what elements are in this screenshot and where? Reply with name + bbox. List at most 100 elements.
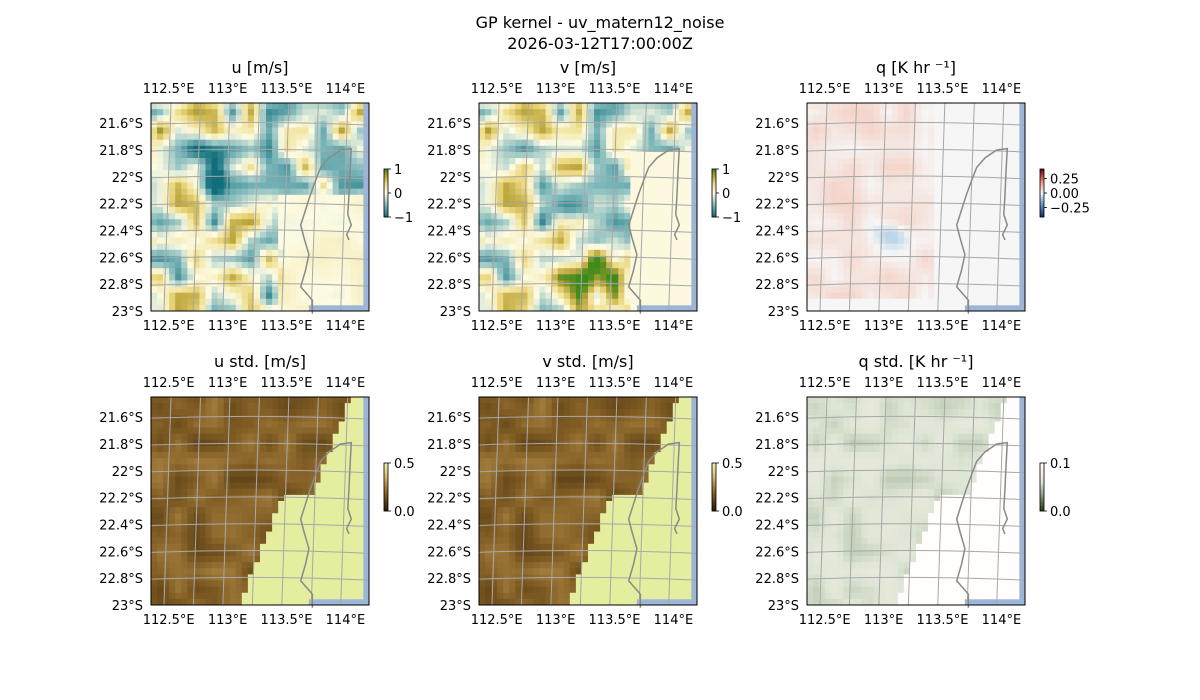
heatmap-cell (326, 403, 334, 410)
heatmap-cell (909, 194, 917, 202)
colorbar-step (712, 211, 716, 214)
heatmap-cell (527, 262, 534, 269)
heatmap-cell (296, 298, 303, 306)
heatmap-cell (308, 458, 315, 465)
heatmap-cell (344, 537, 352, 545)
heatmap-cell (199, 213, 206, 220)
heatmap-cell (181, 115, 188, 122)
heatmap-cell (308, 103, 315, 110)
axes-frame (150, 396, 370, 606)
heatmap-cell (320, 182, 328, 190)
heatmap-cell (253, 243, 261, 251)
heatmap-cell (314, 139, 321, 147)
heatmap-cell (515, 188, 522, 196)
heatmap-cell (885, 176, 893, 183)
colorbar-step (384, 173, 388, 176)
heatmap-cell (260, 519, 267, 526)
y-tick-label: 22.6°S (99, 545, 143, 560)
heatmap-cell (199, 127, 206, 134)
heatmap-cell (837, 286, 844, 294)
heatmap-cell (934, 231, 941, 238)
heatmap-cell (497, 188, 504, 196)
heatmap-cell (320, 243, 328, 251)
heatmap-cell (356, 103, 364, 110)
heatmap-cell (825, 243, 832, 251)
heatmap-cell (326, 580, 334, 588)
colorbar-step (384, 211, 388, 214)
heatmap-cell (958, 127, 965, 134)
heatmap-cell (807, 225, 814, 232)
heatmap-cell (678, 194, 686, 202)
heatmap-cell (1000, 194, 1008, 202)
heatmap-cell (867, 151, 875, 159)
heatmap-cell (266, 304, 273, 312)
heatmap-cell (205, 403, 212, 410)
heatmap-cell (151, 121, 158, 128)
heatmap-cell (994, 286, 1002, 294)
heatmap-cell (284, 225, 291, 232)
heatmap-cell (193, 452, 200, 459)
heatmap-cell (302, 176, 309, 183)
heatmap-cell (861, 164, 868, 171)
heatmap-cell (970, 292, 977, 300)
heatmap-cell (356, 464, 364, 471)
heatmap-cell (837, 225, 844, 232)
heatmap-cell (982, 213, 990, 220)
heatmap-cell (175, 243, 182, 251)
heatmap-cell (988, 164, 996, 171)
heatmap-cell (533, 286, 540, 294)
heatmap-cell (916, 115, 923, 122)
heatmap-cell (235, 501, 243, 508)
heatmap-cell (485, 213, 492, 220)
heatmap-cell (272, 231, 279, 238)
heatmap-cell (636, 170, 643, 177)
heatmap-cell (922, 133, 929, 141)
colorbar-step (384, 465, 388, 468)
heatmap-cell (479, 127, 486, 134)
heatmap-cell (988, 139, 996, 147)
heatmap-cell (642, 194, 649, 202)
heatmap-cell (946, 249, 953, 257)
heatmap-cell (199, 207, 206, 214)
heatmap-cell (861, 237, 868, 245)
heatmap-cell (151, 580, 158, 588)
heatmap-cell (485, 237, 492, 245)
heatmap-cell (247, 164, 255, 171)
heatmap-cell (545, 243, 553, 251)
y-tick-label: 23°S (440, 305, 471, 320)
colorbar-tick-label: −0.25 (1050, 201, 1090, 216)
heatmap-cell (660, 286, 668, 294)
heatmap-cell (533, 304, 540, 312)
heatmap-cell (940, 121, 947, 128)
heatmap-cell (169, 158, 176, 165)
heatmap-cell (612, 121, 619, 128)
heatmap-cell (241, 274, 249, 281)
heatmap-cell (545, 274, 553, 281)
heatmap-cell (503, 213, 510, 220)
heatmap-cell (187, 519, 194, 526)
heatmap-cell (332, 421, 340, 428)
heatmap-cell (1012, 176, 1020, 183)
heatmap-cell (946, 231, 953, 238)
heatmap-cell (648, 121, 656, 128)
heatmap-cell (946, 213, 953, 220)
heatmap-cell (521, 151, 528, 159)
heatmap-cell (485, 304, 492, 312)
heatmap-cell (151, 145, 158, 153)
heatmap-cell (223, 543, 231, 551)
heatmap-cell (169, 397, 176, 404)
heatmap-cell (296, 292, 303, 300)
heatmap-cell (284, 580, 291, 588)
heatmap-cell (338, 397, 346, 404)
heatmap-cell (861, 103, 868, 110)
heatmap-cell (302, 225, 309, 232)
heatmap-cell (819, 158, 826, 165)
heatmap-cell (934, 109, 941, 116)
heatmap-cell (223, 213, 231, 220)
heatmap-cell (253, 237, 261, 245)
heatmap-cell (684, 219, 692, 226)
heatmap-cell (581, 213, 589, 220)
heatmap-cell (654, 249, 662, 257)
heatmap-cell (982, 109, 990, 116)
heatmap-cell (223, 421, 231, 428)
